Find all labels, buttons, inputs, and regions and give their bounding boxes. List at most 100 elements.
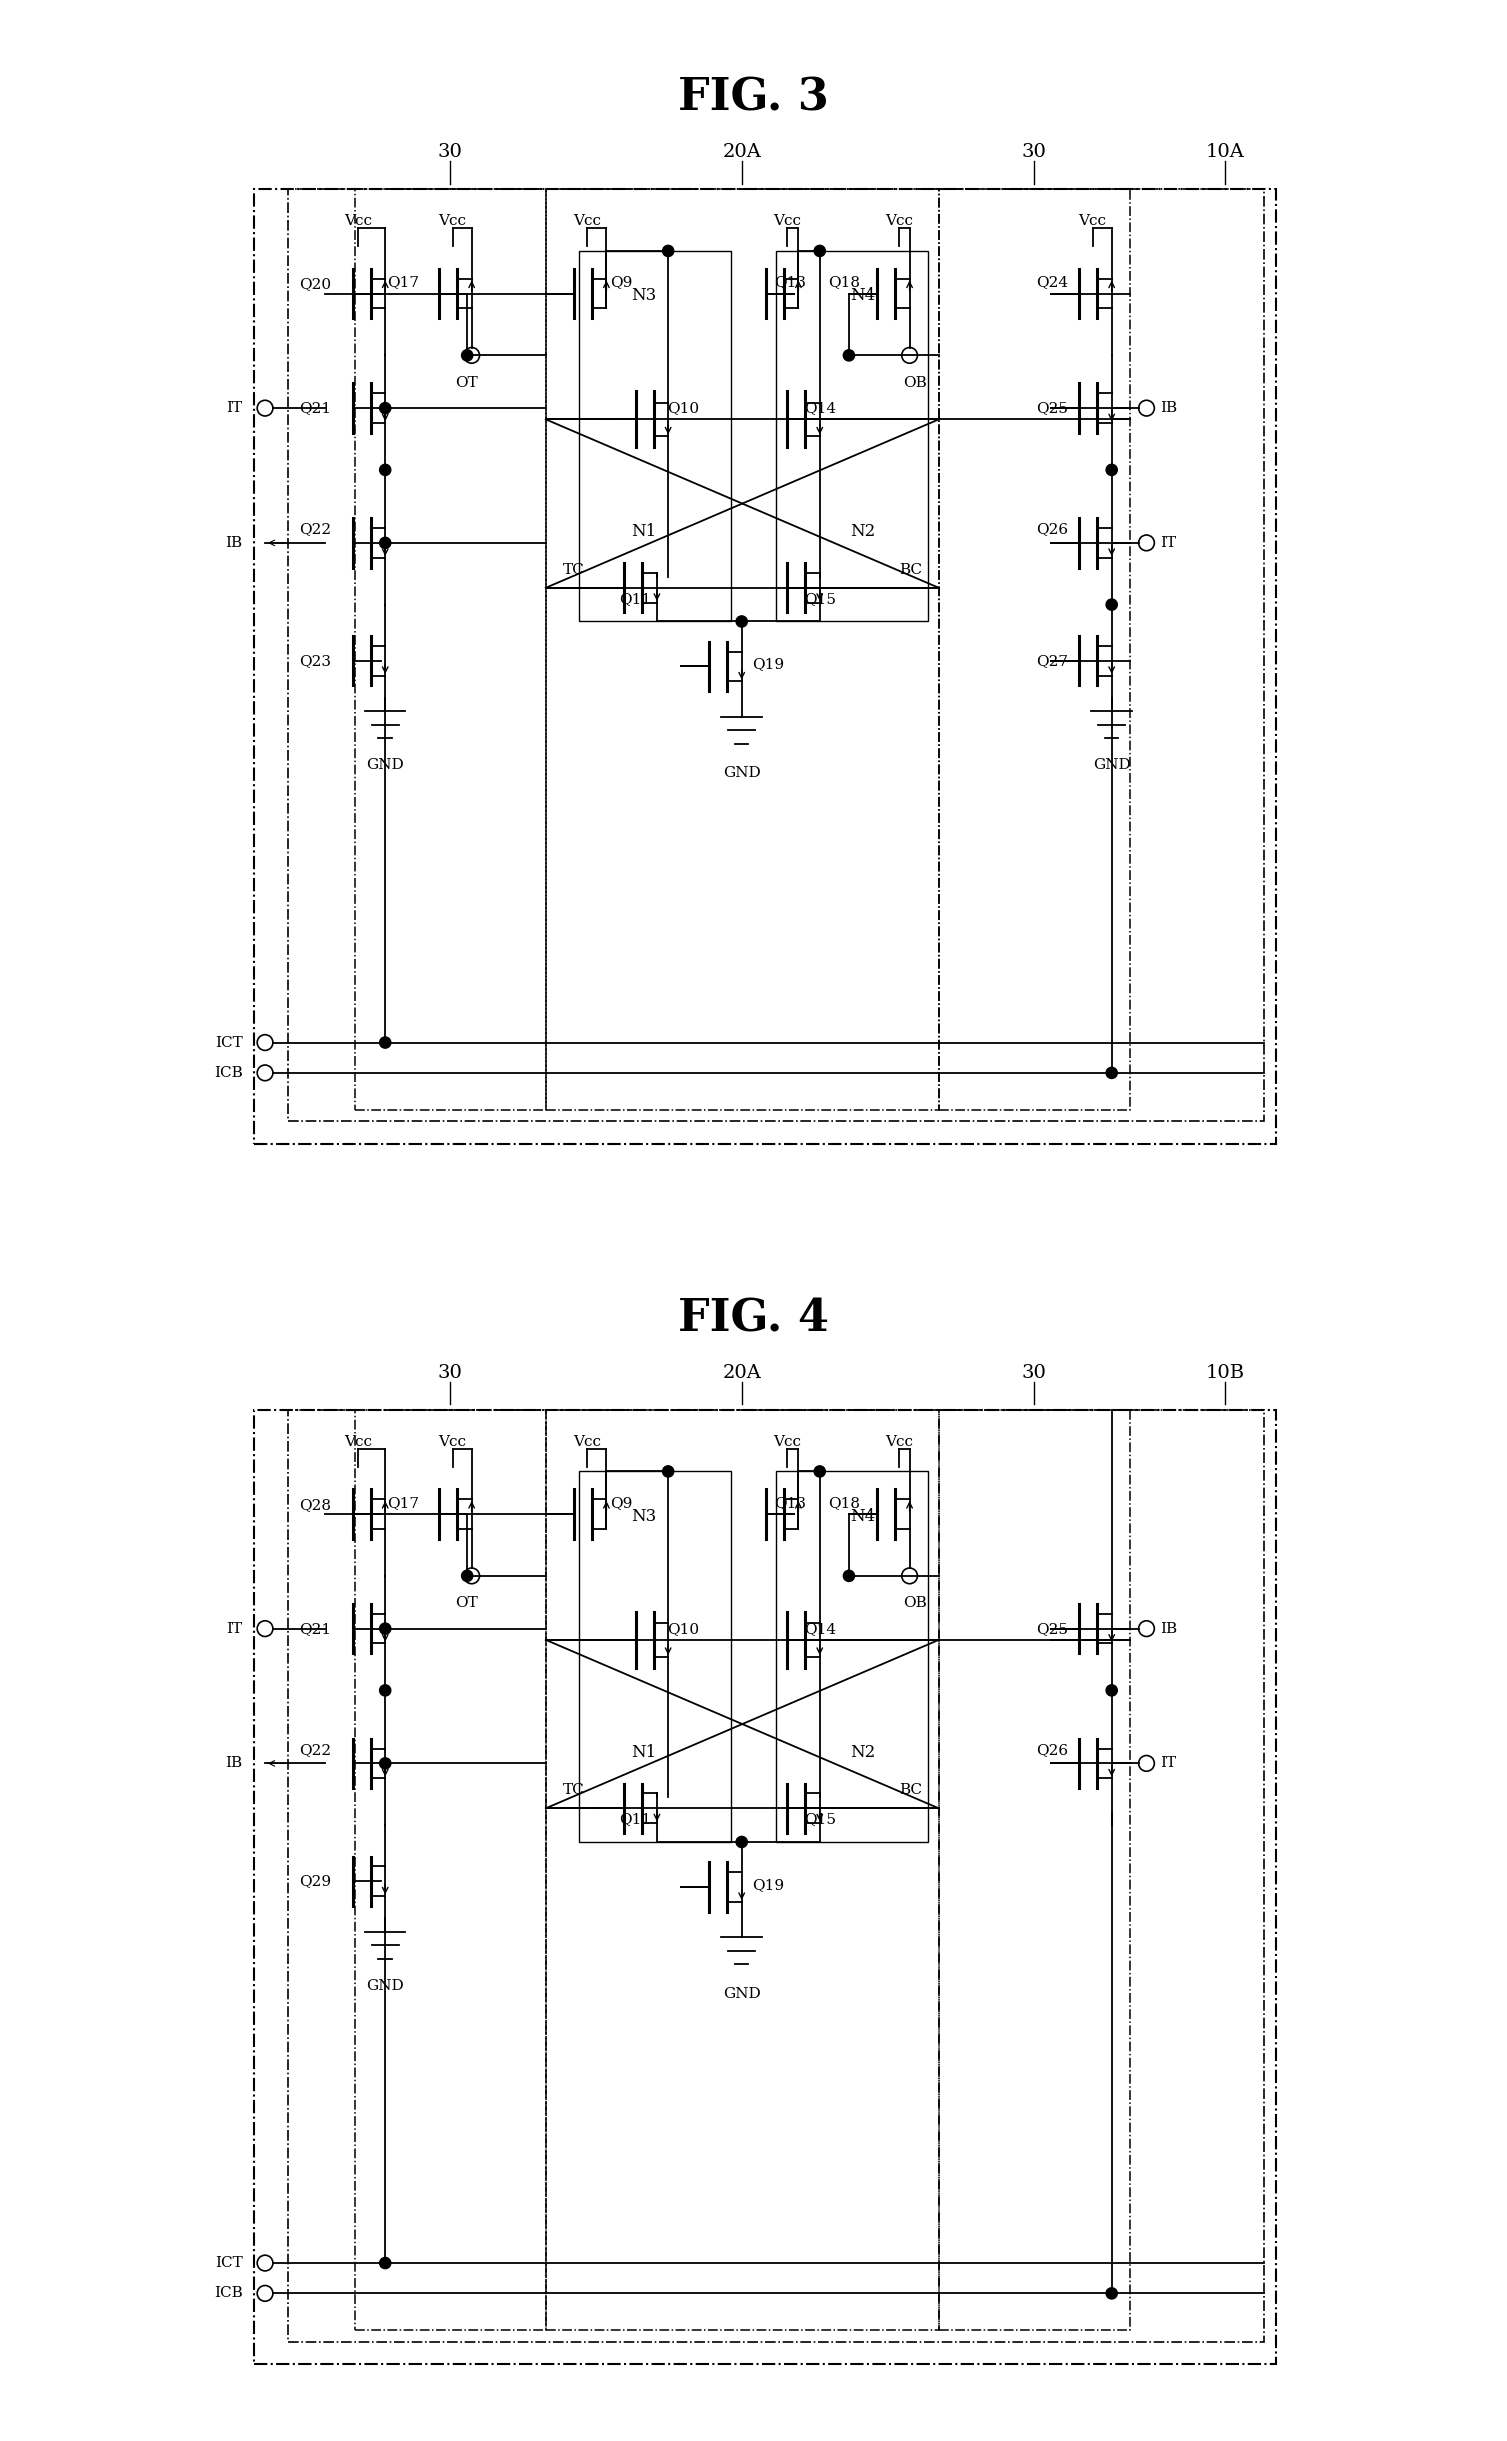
Text: N3: N3 [631, 288, 657, 305]
Text: Q19: Q19 [752, 1877, 784, 1892]
Text: N3: N3 [631, 1509, 657, 1526]
Text: OB: OB [903, 1596, 927, 1611]
Bar [253, 190, 1275, 1142]
Circle shape [380, 1684, 390, 1696]
Text: IB: IB [1160, 400, 1177, 415]
Text: OB: OB [903, 376, 927, 391]
Text: Vcc: Vcc [344, 215, 372, 229]
Text: Q13: Q13 [773, 1496, 806, 1511]
Text: Q11: Q11 [619, 593, 651, 605]
Text: ICT: ICT [216, 2255, 243, 2270]
Text: Vcc: Vcc [773, 215, 802, 229]
Text: Q21: Q21 [300, 1621, 332, 1635]
Text: Q14: Q14 [805, 400, 836, 415]
Text: Q26: Q26 [1035, 522, 1068, 537]
Text: Q10: Q10 [666, 1621, 699, 1635]
Text: Q17: Q17 [387, 276, 419, 290]
Text: 30: 30 [439, 1365, 463, 1382]
Text: Q20: Q20 [300, 278, 332, 290]
Text: Q9: Q9 [610, 1496, 633, 1511]
Text: IB: IB [1160, 1621, 1177, 1635]
Text: BC: BC [900, 1782, 922, 1797]
Text: Q24: Q24 [1035, 276, 1068, 290]
Bar [939, 1411, 1130, 2331]
Text: GND: GND [366, 1980, 404, 1992]
Text: OT: OT [455, 376, 478, 391]
Text: N2: N2 [850, 1743, 876, 1760]
Text: Vcc: Vcc [439, 1435, 467, 1450]
Circle shape [380, 1623, 390, 1635]
Text: N1: N1 [631, 522, 657, 539]
Text: N2: N2 [850, 522, 876, 539]
Text: Q25: Q25 [1035, 400, 1068, 415]
Circle shape [1106, 2287, 1117, 2299]
Text: Q19: Q19 [752, 657, 784, 671]
Text: Vcc: Vcc [886, 1435, 913, 1450]
Text: IT: IT [226, 1621, 243, 1635]
Text: Vcc: Vcc [439, 215, 467, 229]
Circle shape [380, 2258, 390, 2268]
Text: Q28: Q28 [300, 1499, 332, 1511]
Text: Q11: Q11 [619, 1814, 651, 1826]
Text: Q27: Q27 [1035, 654, 1068, 669]
Text: N4: N4 [850, 1509, 876, 1526]
Circle shape [844, 349, 854, 361]
Bar [580, 1472, 731, 1843]
Text: IT: IT [1160, 1758, 1175, 1770]
Text: IT: IT [1160, 537, 1175, 549]
Text: FIG. 4: FIG. 4 [678, 1299, 829, 1340]
Circle shape [814, 1465, 826, 1477]
Text: 10B: 10B [1206, 1365, 1245, 1382]
Circle shape [735, 1836, 747, 1848]
Text: Q10: Q10 [666, 400, 699, 415]
Text: Q15: Q15 [805, 1814, 836, 1826]
Circle shape [380, 403, 390, 413]
Text: IB: IB [226, 537, 243, 549]
Text: 20A: 20A [723, 144, 761, 161]
Circle shape [1106, 598, 1117, 610]
Circle shape [663, 244, 674, 256]
Text: TC: TC [562, 561, 585, 576]
Circle shape [1106, 1684, 1117, 1696]
Circle shape [380, 464, 390, 476]
Bar [580, 251, 731, 622]
Text: 30: 30 [1022, 1365, 1047, 1382]
Text: Q25: Q25 [1035, 1621, 1068, 1635]
Bar [354, 190, 546, 1111]
Circle shape [461, 349, 473, 361]
Bar [354, 1411, 546, 2331]
Text: GND: GND [366, 759, 404, 771]
Circle shape [735, 615, 747, 627]
Text: Q21: Q21 [300, 400, 332, 415]
Text: Vcc: Vcc [573, 1435, 601, 1450]
Text: 10A: 10A [1206, 144, 1245, 161]
Text: IB: IB [226, 1758, 243, 1770]
Text: 30: 30 [439, 144, 463, 161]
Circle shape [1106, 464, 1117, 476]
Circle shape [461, 1570, 473, 1582]
Bar [776, 1472, 927, 1843]
Text: Q9: Q9 [610, 276, 633, 290]
Text: Q18: Q18 [829, 276, 860, 290]
Text: Q18: Q18 [829, 1496, 860, 1511]
Bar [546, 190, 939, 1111]
Text: Q26: Q26 [1035, 1743, 1068, 1758]
Text: Q22: Q22 [300, 1743, 332, 1758]
Text: Vcc: Vcc [773, 1435, 802, 1450]
Circle shape [844, 1570, 854, 1582]
Circle shape [380, 537, 390, 549]
Text: Vcc: Vcc [1079, 215, 1106, 229]
Text: Q13: Q13 [773, 276, 806, 290]
Text: Q23: Q23 [300, 654, 332, 669]
Text: Q22: Q22 [300, 522, 332, 537]
Text: Vcc: Vcc [886, 215, 913, 229]
Circle shape [380, 1758, 390, 1770]
Text: BC: BC [900, 561, 922, 576]
Bar [288, 1408, 1264, 2341]
Text: Q17: Q17 [387, 1496, 419, 1511]
Text: Q14: Q14 [805, 1621, 836, 1635]
Text: IT: IT [226, 400, 243, 415]
Text: ICB: ICB [214, 2287, 243, 2299]
Circle shape [380, 1037, 390, 1047]
Text: Q15: Q15 [805, 593, 836, 605]
